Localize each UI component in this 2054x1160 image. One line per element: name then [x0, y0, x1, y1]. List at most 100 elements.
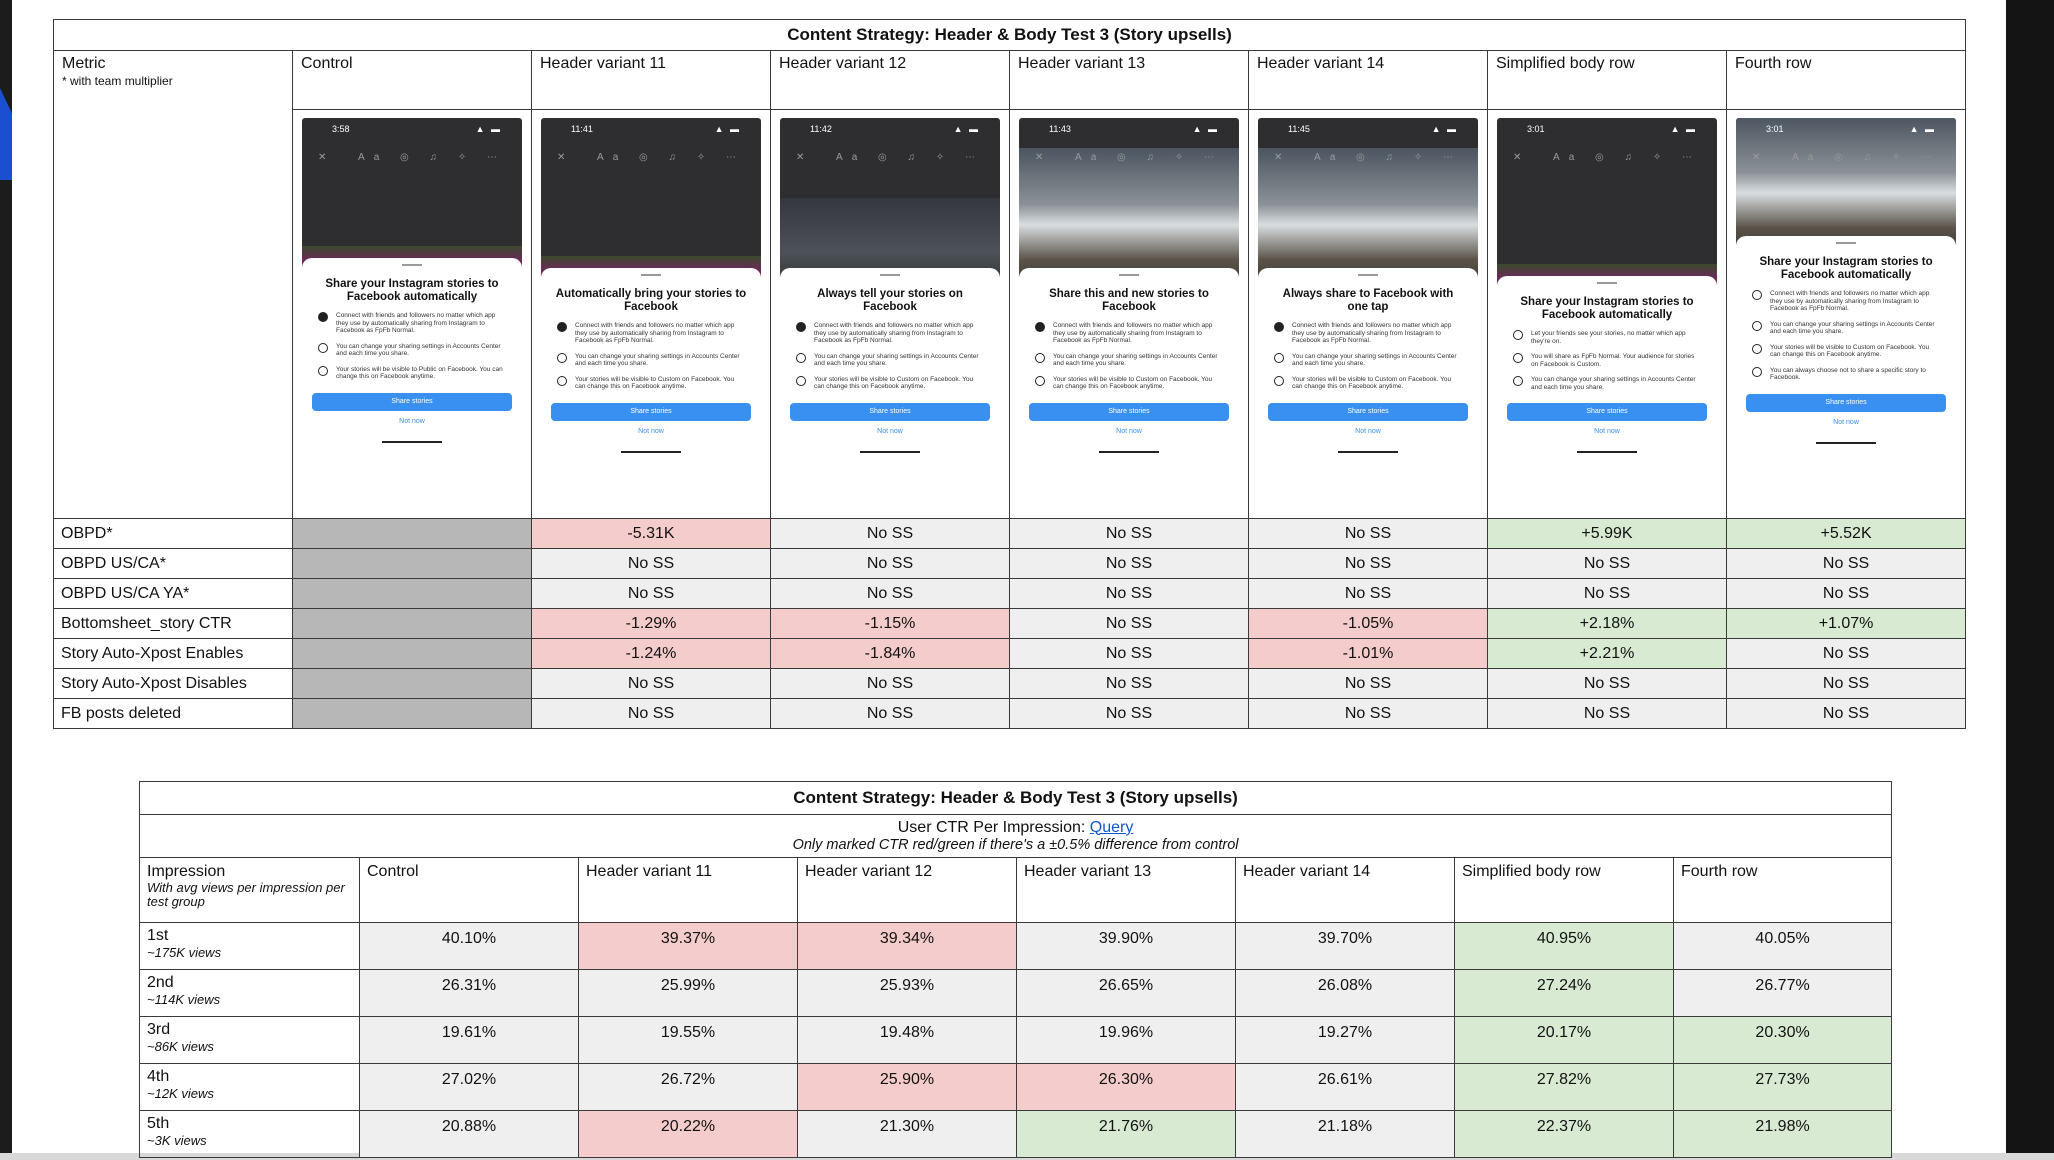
close-icon: ✕ — [1274, 152, 1283, 163]
ctr-value: 26.08% — [1235, 969, 1455, 1017]
close-icon: ✕ — [1752, 152, 1761, 163]
metric-label: OBPD US/CA* — [53, 548, 293, 579]
status-bar: 11:43 ▲ ▬ — [1019, 124, 1239, 138]
share-stories-button[interactable]: Share stories — [1746, 393, 1947, 412]
metric-value: No SS — [531, 668, 771, 699]
metric-value: No SS — [1009, 578, 1249, 609]
metric-value: No SS — [1725, 578, 1967, 609]
ctr-value: 20.88% — [359, 1110, 579, 1158]
phone-story-background: 11:45 ▲ ▬ ✕ Aa ◎ ♫ ✧ ⋯ — [1258, 118, 1478, 288]
metric-value — [292, 698, 532, 729]
not-now-link[interactable]: Not now — [1594, 428, 1620, 435]
metric-header-note: * with team multiplier — [62, 74, 173, 88]
sheet-grabber — [880, 274, 900, 276]
ctr-value: 19.61% — [359, 1016, 579, 1064]
sheet-bullet: You will share as FpFb Normal. Your audi… — [1497, 353, 1717, 368]
column-header: Header variant 11 — [531, 50, 771, 110]
phone-story-background: 11:43 ▲ ▬ ✕ Aa ◎ ♫ ✧ ⋯ — [1019, 118, 1239, 288]
not-now-link[interactable]: Not now — [638, 427, 664, 435]
impression-label: 3rd ~86K views — [139, 1016, 360, 1064]
bullet-text: You can change your sharing settings in … — [1770, 320, 1935, 336]
column-header: Fourth row — [1725, 50, 1967, 110]
bullet-text: You can change your sharing settings in … — [336, 342, 501, 358]
share-stories-button[interactable]: Share stories — [312, 392, 512, 411]
sheet-bullet: You can change your sharing settings in … — [780, 352, 1000, 368]
bullet-icon — [1513, 376, 1523, 386]
story-tools-icons: Aa ◎ ♫ ✧ ⋯ — [836, 152, 984, 163]
impression-label: 4th ~12K views — [139, 1063, 360, 1111]
home-indicator — [382, 440, 442, 443]
metric-value: No SS — [531, 548, 771, 579]
not-now-link[interactable]: Not now — [1355, 427, 1381, 435]
share-stories-button[interactable]: Share stories — [1507, 403, 1707, 421]
ctr-value: 26.72% — [578, 1063, 798, 1111]
status-icons: ▲ ▬ — [1909, 124, 1937, 134]
metric-value: +5.52K — [1725, 518, 1967, 549]
sheet-title: Share your Instagram stories to Facebook… — [1520, 296, 1694, 321]
phone-story-background: 3:58 ▲ ▬ ✕ Aa ◎ ♫ ✧ ⋯ — [302, 118, 522, 278]
bullet-text: You can change your sharing settings in … — [575, 352, 740, 368]
share-stories-button[interactable]: Share stories — [551, 402, 751, 421]
sheet-grabber — [1597, 282, 1617, 284]
ctr-value: 26.65% — [1016, 969, 1236, 1017]
bullet-text: Your stories will be visible to Custom o… — [575, 375, 735, 391]
impression-views: ~3K views — [147, 1133, 207, 1148]
ctr-value: 26.30% — [1016, 1063, 1236, 1111]
story-tools-icons: Aa ◎ ♫ ✧ ⋯ — [1792, 152, 1941, 163]
metric-value: No SS — [1487, 548, 1727, 579]
metric-header-label: Metric — [62, 55, 106, 72]
metric-value: No SS — [1009, 698, 1249, 729]
column-header: Control — [359, 857, 579, 923]
phone-mockup: 11:43 ▲ ▬ ✕ Aa ◎ ♫ ✧ ⋯ Share this and new st… — [1019, 118, 1239, 510]
share-stories-button[interactable]: Share stories — [790, 402, 990, 421]
share-stories-button[interactable]: Share stories — [1029, 402, 1229, 421]
status-bar: 3:58 ▲ ▬ — [302, 124, 522, 138]
bullet-icon — [1035, 375, 1045, 386]
mockup-cell: 11:45 ▲ ▬ ✕ Aa ◎ ♫ ✧ ⋯ Always share to Faceb… — [1248, 109, 1488, 519]
bullet-icon — [1274, 322, 1284, 332]
phone-mockup: 3:01 ▲ ▬ ✕ Aa ◎ ♫ ✧ ⋯ Share your Instagram s… — [1736, 118, 1957, 510]
sheet-bullet: You can change your sharing settings in … — [1736, 320, 1956, 336]
sheet-bullet: Your stories will be visible to Custom o… — [780, 375, 1000, 391]
bottom-sheet: Always tell your stories on Facebook Conn… — [780, 268, 1000, 510]
status-bar: 3:01 ▲ ▬ — [1497, 124, 1717, 138]
metric-value: -1.24% — [531, 638, 771, 669]
status-bar: 3:01 ▲ ▬ — [1736, 124, 1956, 138]
story-toolbar: ✕ Aa ◎ ♫ ✧ ⋯ — [1746, 152, 1946, 170]
not-now-link[interactable]: Not now — [399, 417, 425, 425]
metrics-table: Content Strategy: Header & Body Test 3 (… — [52, 19, 1967, 729]
impression-row: 5th ~3K views 20.88% 20.22% 21.30% 21.76% 21.1… — [139, 1110, 1893, 1158]
status-bar: 11:42 ▲ ▬ — [780, 124, 1000, 138]
bullet-icon — [796, 352, 806, 363]
query-link[interactable]: Query — [1089, 818, 1134, 836]
bullet-icon — [557, 322, 567, 332]
bullet-text: Your stories will be visible to Custom o… — [1292, 375, 1452, 391]
status-icons: ▲ ▬ — [475, 124, 502, 134]
metric-value: -1.84% — [770, 638, 1010, 669]
metric-value: -1.15% — [770, 608, 1010, 639]
story-tools-icons: Aa ◎ ♫ ✧ ⋯ — [1075, 152, 1223, 163]
sheet-grabber — [402, 264, 422, 266]
metric-row: OBPD* -5.31K No SS No SS No SS +5.99K +5.52K — [53, 518, 1967, 549]
sheet-title: Share this and new stories to Facebook — [1049, 288, 1209, 313]
metric-value: No SS — [1725, 548, 1967, 579]
ctr-value: 19.27% — [1235, 1016, 1455, 1064]
share-stories-button[interactable]: Share stories — [1268, 402, 1468, 421]
not-now-link[interactable]: Not now — [877, 427, 903, 435]
metric-label: OBPD* — [53, 518, 293, 549]
metric-value: No SS — [531, 698, 771, 729]
sheet-bullet: Your stories will be visible to Custom o… — [1019, 375, 1239, 391]
metric-value: No SS — [770, 548, 1010, 579]
impression-name: 4th — [147, 1068, 170, 1085]
metric-value: No SS — [1487, 668, 1727, 699]
sheet-title: Automatically bring your stories to Face… — [555, 288, 747, 313]
sheet-title: Share your Instagram stories to Facebook… — [1759, 256, 1933, 281]
bottom-sheet: Share your Instagram stories to Facebook… — [1736, 236, 1957, 510]
ctr-value: 26.31% — [359, 969, 579, 1017]
sheet-bullet: Connect with friends and followers no ma… — [780, 322, 1000, 345]
not-now-link[interactable]: Not now — [1833, 418, 1859, 426]
column-header: Header variant 12 — [797, 857, 1017, 923]
story-toolbar: ✕ Aa ◎ ♫ ✧ ⋯ — [1029, 152, 1229, 170]
phone-mockup: 3:58 ▲ ▬ ✕ Aa ◎ ♫ ✧ ⋯ Share your Instagram s… — [302, 118, 522, 510]
not-now-link[interactable]: Not now — [1116, 427, 1142, 435]
